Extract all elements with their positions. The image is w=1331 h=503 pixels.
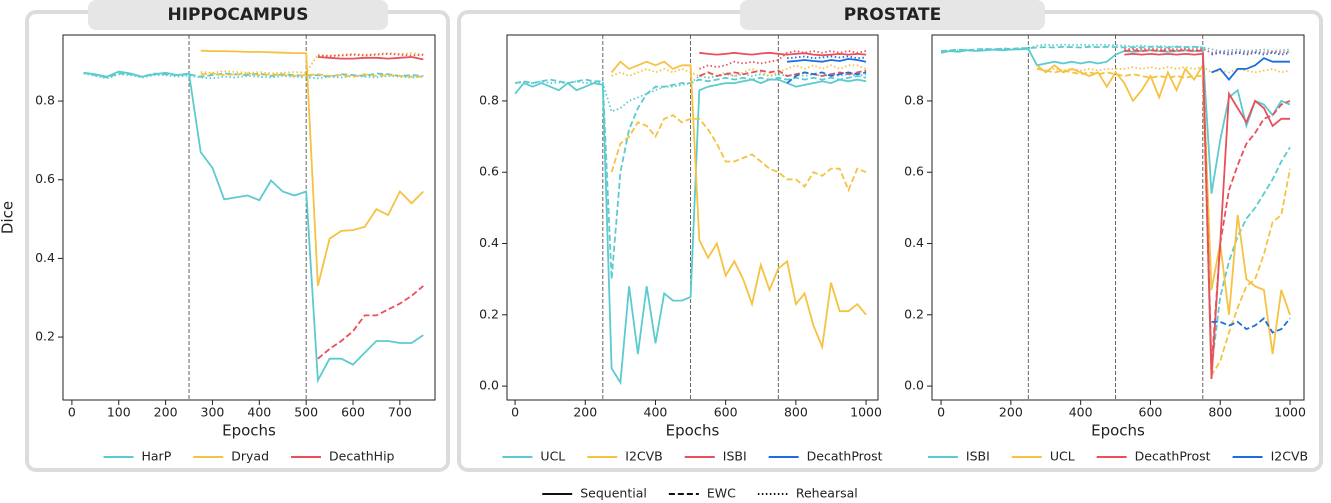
series-line [940, 47, 1291, 194]
x-tick-label: 600 [341, 405, 365, 420]
y-tick-label: 0.8 [904, 92, 924, 107]
x-tick-label: 1000 [850, 405, 882, 420]
legend-label: Rehearsal [796, 486, 858, 501]
legend-label: Sequential [580, 486, 647, 501]
x-tick-label: 0 [68, 405, 76, 420]
series-line [1036, 66, 1291, 74]
legend-label: ISBI [723, 449, 747, 464]
legend-label: DecathProst [807, 449, 883, 464]
y-tick-label: 0.4 [479, 235, 499, 250]
series-line [1036, 68, 1291, 379]
series-line [787, 55, 867, 60]
group-box [25, 10, 450, 472]
y-tick-label: 0.4 [904, 235, 924, 250]
x-tick-label: 1000 [1274, 405, 1306, 420]
legend: Sequential EWC Rehearsal [542, 486, 858, 501]
legend-label: UCL [540, 449, 565, 464]
series-line [83, 71, 424, 79]
series-line [317, 285, 424, 360]
x-tick-label: 300 [201, 405, 225, 420]
legend-label: UCL [1050, 449, 1075, 464]
y-axis-label: Dice [0, 201, 17, 234]
series-line [1211, 51, 1291, 56]
legend-label: Dryad [231, 449, 269, 464]
series-line [200, 49, 424, 287]
x-tick-label: 400 [644, 405, 668, 420]
y-tick-label: 0.6 [35, 171, 55, 186]
series-line [1036, 62, 1291, 355]
legend: UCL I2CVB ISBI DecathProst [502, 449, 883, 464]
x-tick-label: 100 [107, 405, 131, 420]
series-line [941, 45, 1291, 369]
y-tick-label: 0.2 [479, 306, 499, 321]
legend-label: HarP [142, 449, 172, 464]
legend-label: I2CVB [625, 449, 663, 464]
x-axis-label: Epochs [666, 422, 720, 440]
series-line [611, 64, 867, 77]
x-tick-label: 200 [999, 405, 1023, 420]
series-line [698, 69, 867, 77]
series-line [1211, 317, 1291, 334]
x-tick-label: 600 [1139, 405, 1163, 420]
y-tick-label: 0.6 [479, 164, 499, 179]
x-tick-label: 700 [388, 405, 412, 420]
series-line [83, 72, 424, 80]
x-tick-label: 800 [1208, 405, 1232, 420]
series-line [200, 72, 424, 78]
series-line [317, 52, 424, 58]
x-tick-label: 800 [784, 405, 808, 420]
x-tick-label: 0 [937, 405, 945, 420]
panel-title: PROSTATE [844, 5, 942, 25]
x-tick-label: 500 [294, 405, 318, 420]
plot-frame [506, 34, 879, 401]
plot-frame [62, 34, 436, 401]
y-tick-label: 0.8 [479, 92, 499, 107]
x-tick-label: 400 [1069, 405, 1093, 420]
y-tick-label: 0.8 [35, 93, 55, 108]
series-line [698, 50, 867, 70]
series-line [514, 78, 867, 386]
legend-label: EWC [707, 486, 736, 501]
x-tick-label: 600 [714, 405, 738, 420]
series-line [317, 56, 424, 61]
legend: ISBI UCL DecathProst I2CVB [927, 449, 1309, 464]
legend-label: DecathHip [329, 449, 395, 464]
series-line [1211, 57, 1290, 82]
y-tick-label: 0.2 [35, 329, 55, 344]
x-axis-label: Epochs [222, 422, 276, 440]
title-tab [740, 0, 1045, 30]
series-line [1124, 49, 1291, 369]
plot-frame [931, 34, 1305, 401]
series-line [200, 52, 424, 75]
y-tick-label: 0.4 [35, 250, 55, 265]
y-tick-label: 0.0 [479, 378, 499, 393]
y-tick-label: 0.6 [904, 164, 924, 179]
x-axis-label: Epochs [1091, 422, 1145, 440]
legend-label: DecathProst [1135, 449, 1211, 464]
x-tick-label: 200 [154, 405, 178, 420]
y-tick-label: 0.0 [904, 378, 924, 393]
y-tick-label: 0.2 [904, 306, 924, 321]
legend-label: I2CVB [1271, 449, 1309, 464]
title-tab [88, 0, 388, 30]
legend: HarP Dryad DecathHip [103, 449, 395, 464]
series-line [941, 43, 1291, 53]
series-line [787, 57, 867, 63]
series-line [610, 114, 867, 193]
series-line [699, 51, 867, 57]
x-tick-label: 200 [573, 405, 597, 420]
series-line [83, 70, 424, 384]
panel-title: HIPPOCAMPUS [168, 5, 309, 25]
x-tick-label: 0 [511, 405, 519, 420]
series-line [610, 60, 867, 351]
legend-label: ISBI [966, 449, 990, 464]
x-tick-label: 400 [247, 405, 271, 420]
